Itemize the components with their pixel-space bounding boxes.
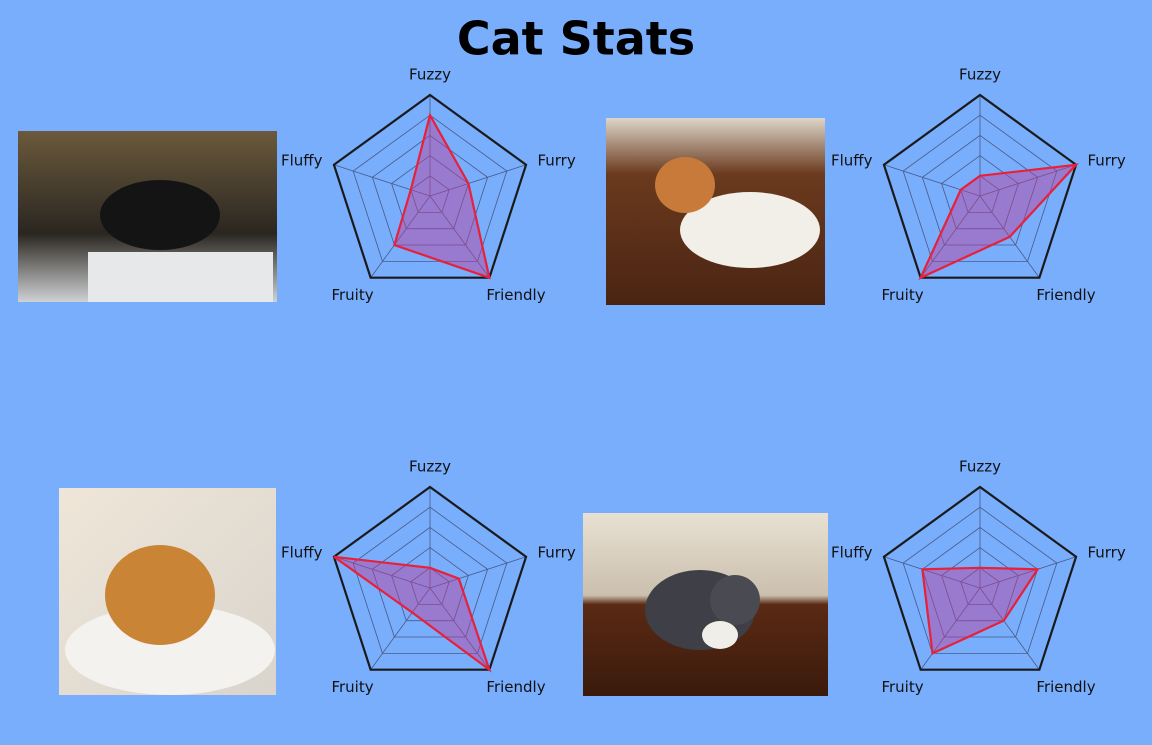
page-title: Cat Stats — [457, 12, 695, 66]
axis-label: Furry — [1087, 152, 1125, 170]
data-area — [393, 112, 491, 280]
grid-ring — [902, 114, 1058, 262]
grid-ring — [941, 155, 1019, 230]
axis-label: Fruity — [881, 678, 923, 696]
axis-label: Fruity — [881, 286, 923, 304]
spoke — [979, 556, 1077, 589]
axis-label: Fuzzy — [409, 458, 451, 476]
spoke — [979, 587, 1040, 670]
axis-label: Fuzzy — [959, 458, 1001, 476]
grid-ring — [882, 93, 1078, 279]
spoke — [370, 195, 431, 278]
grid-ring — [391, 547, 469, 622]
axis-label: Friendly — [486, 678, 545, 696]
spoke — [883, 556, 981, 589]
axis-label: Fruity — [331, 678, 373, 696]
grid-ring — [410, 175, 450, 213]
data-area — [921, 566, 1040, 655]
spoke — [333, 556, 431, 589]
spoke — [333, 164, 431, 197]
grid-ring — [410, 567, 450, 605]
radar-chart: Fuzzy Furry Friendly Fruity Fluffy — [831, 66, 1126, 304]
axis-label: Furry — [537, 544, 575, 562]
grid-ring — [332, 485, 528, 671]
spoke — [429, 164, 527, 197]
grid-ring — [921, 526, 1039, 638]
spoke — [429, 587, 490, 670]
axis-label: Furry — [537, 152, 575, 170]
grid-ring — [352, 114, 508, 262]
axis-label: Fuzzy — [409, 66, 451, 84]
spoke — [920, 195, 981, 278]
spoke — [370, 587, 431, 670]
grid-ring — [371, 134, 489, 246]
axis-label: Fluffy — [831, 152, 873, 170]
axis-label: Friendly — [1036, 678, 1095, 696]
cat-photo — [18, 131, 277, 302]
axis-label: Fluffy — [281, 152, 323, 170]
spoke — [429, 556, 527, 589]
spoke — [429, 195, 490, 278]
axis-label: Friendly — [1036, 286, 1095, 304]
radar-chart: Fuzzy Furry Friendly Fruity Fluffy — [281, 458, 576, 696]
cat-photo — [606, 118, 825, 305]
axis-label: Furry — [1087, 544, 1125, 562]
grid-ring — [391, 155, 469, 230]
axis-label: Fluffy — [281, 544, 323, 562]
spoke — [920, 587, 981, 670]
cat-photo — [583, 513, 828, 696]
cat-photo — [59, 488, 276, 695]
data-area — [918, 163, 1079, 280]
axis-label: Fluffy — [831, 544, 873, 562]
grid-ring — [960, 567, 1000, 605]
spoke — [883, 164, 981, 197]
data-area — [333, 555, 492, 673]
grid-ring — [902, 506, 1058, 654]
grid-ring — [332, 93, 528, 279]
axis-label: Friendly — [486, 286, 545, 304]
spoke — [979, 164, 1077, 197]
grid-ring — [941, 547, 1019, 622]
grid-ring — [352, 506, 508, 654]
axis-label: Fruity — [331, 286, 373, 304]
radar-chart: Fuzzy Furry Friendly Fruity Fluffy — [281, 66, 576, 304]
grid-ring — [882, 485, 1078, 671]
radar-chart: Fuzzy Furry Friendly Fruity Fluffy — [831, 458, 1126, 696]
axis-label: Fuzzy — [959, 66, 1001, 84]
